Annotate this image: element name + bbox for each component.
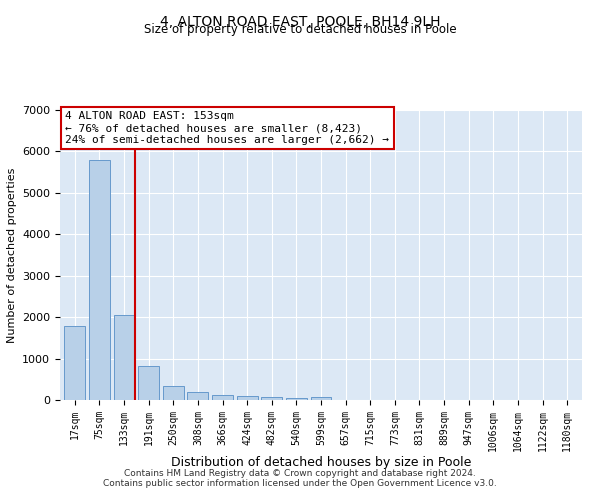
Bar — [113, 314, 134, 400]
Bar — [187, 392, 208, 400]
Bar — [236, 396, 257, 400]
Text: 4 ALTON ROAD EAST: 153sqm
← 76% of detached houses are smaller (8,423)
24% of se: 4 ALTON ROAD EAST: 153sqm ← 76% of detac… — [65, 112, 389, 144]
Bar — [163, 386, 184, 400]
Text: 4, ALTON ROAD EAST, POOLE, BH14 9LH: 4, ALTON ROAD EAST, POOLE, BH14 9LH — [160, 15, 440, 29]
Bar — [311, 397, 331, 400]
Bar — [64, 326, 85, 400]
Bar — [261, 396, 282, 400]
Bar — [212, 395, 233, 400]
Y-axis label: Number of detached properties: Number of detached properties — [7, 168, 17, 342]
Text: Contains public sector information licensed under the Open Government Licence v3: Contains public sector information licen… — [103, 478, 497, 488]
Bar — [138, 366, 159, 400]
Text: Size of property relative to detached houses in Poole: Size of property relative to detached ho… — [143, 22, 457, 36]
Bar — [286, 398, 307, 400]
Bar — [89, 160, 110, 400]
X-axis label: Distribution of detached houses by size in Poole: Distribution of detached houses by size … — [171, 456, 471, 469]
Text: Contains HM Land Registry data © Crown copyright and database right 2024.: Contains HM Land Registry data © Crown c… — [124, 468, 476, 477]
